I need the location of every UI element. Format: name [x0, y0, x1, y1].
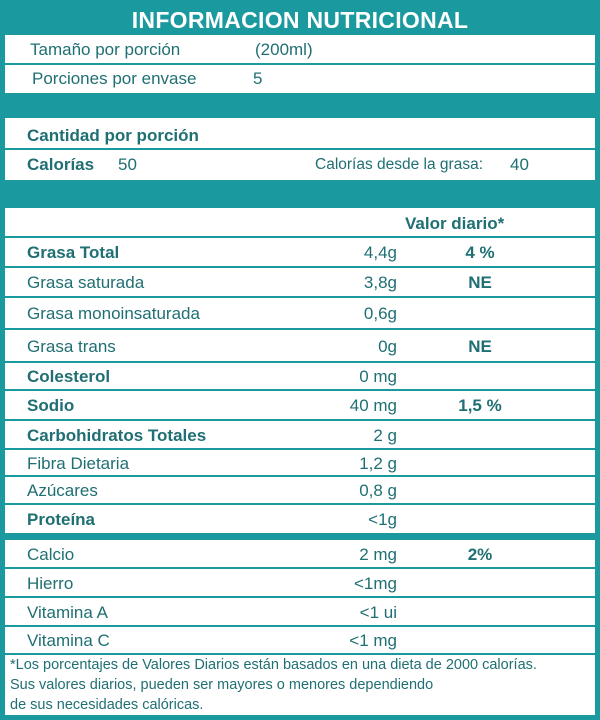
servings-per-container-label: Porciones por envase — [32, 69, 197, 88]
calories-label: Calorías — [27, 155, 95, 174]
nutrient-amount: 0,6g — [363, 304, 397, 323]
nutrient-row: Azúcares 0,8 g — [5, 477, 595, 505]
vitamin-name: Vitamina A — [27, 603, 108, 622]
nutrient-row: Grasa monoinsaturada 0,6g — [5, 298, 595, 330]
nutrient-amount: 40 mg — [349, 396, 397, 415]
nutrient-name: Sodio — [27, 396, 75, 415]
nutrient-name: Grasa trans — [27, 337, 116, 356]
nutrient-daily-value: NE — [468, 273, 492, 292]
vitamin-daily-value: 2% — [467, 545, 493, 564]
vitamin-row: Hierro <1mg — [5, 569, 595, 598]
vitamin-name: Calcio — [27, 545, 75, 564]
serving-size-label: Tamaño por porción — [30, 40, 181, 59]
calories-row: Calorías 50 Calorías desde la grasa: 40 — [5, 150, 595, 180]
nutrient-row: Carbohidratos Totales 2 g — [5, 421, 595, 450]
nutrient-row: Proteína <1g — [5, 505, 595, 535]
daily-value-header: Valor diario* — [405, 214, 505, 233]
calories-value: 50 — [118, 155, 137, 174]
nutrient-amount: 1,2 g — [359, 454, 397, 473]
footnote-line-3: de sus necesidades calóricas. — [10, 697, 204, 713]
vitamin-row: Vitamina A <1 ui — [5, 598, 595, 627]
footnote-line-1: *Los porcentajes de Valores Diarios está… — [10, 657, 537, 673]
nutrient-row: Colesterol 0 mg — [5, 363, 595, 391]
nutrient-name: Grasa saturada — [27, 273, 145, 292]
nutrient-amount: 2 g — [373, 426, 397, 445]
nutrient-name: Fibra Dietaria — [27, 454, 130, 473]
vitamin-name: Hierro — [27, 574, 74, 593]
vitamin-row: Calcio 2 mg 2% — [5, 540, 595, 569]
nutrient-name: Grasa monoinsaturada — [27, 304, 200, 323]
nutrient-row: Grasa trans 0g NE — [5, 330, 595, 363]
servings-per-container-row: Porciones por envase 5 — [5, 65, 595, 93]
nutrient-amount: 0,8 g — [359, 481, 397, 500]
nutrient-daily-value: 4 % — [465, 243, 495, 262]
nutrient-name: Grasa Total — [27, 243, 120, 262]
vitamin-amount: 2 mg — [359, 545, 397, 564]
nutrient-amount: <1g — [368, 510, 397, 529]
vitamin-row: Vitamina C <1 mg — [5, 627, 595, 655]
nutrient-name: Azúcares — [27, 481, 98, 500]
daily-value-header-row: Valor diario* — [5, 208, 595, 238]
serving-size-value: (200ml) — [255, 40, 313, 59]
nutrient-amount: 3,8g — [363, 273, 397, 292]
calories-from-fat-label: Calorías desde la grasa: — [315, 156, 484, 173]
vitamin-amount: <1 mg — [349, 631, 397, 650]
nutrient-name: Colesterol — [27, 367, 111, 386]
serving-size-row: Tamaño por porción (200ml) — [5, 35, 595, 65]
separator-band — [5, 180, 595, 208]
amount-per-serving-label: Cantidad por porción — [27, 126, 199, 145]
nutrient-amount: 0 mg — [359, 367, 397, 386]
nutrient-daily-value: 1,5 % — [458, 396, 502, 415]
nutrient-amount: 0g — [378, 337, 397, 356]
label-title: INFORMACION NUTRICIONAL — [5, 5, 595, 35]
nutrient-row: Fibra Dietaria 1,2 g — [5, 450, 595, 477]
nutrient-amount: 4,4g — [363, 243, 397, 262]
nutrient-name: Carbohidratos Totales — [27, 426, 207, 445]
nutrient-row: Grasa saturada 3,8g NE — [5, 268, 595, 298]
nutrient-row: Sodio 40 mg 1,5 % — [5, 391, 595, 421]
amount-per-serving-row: Cantidad por porción — [5, 118, 595, 150]
footnote-line-2: Sus valores diarios, pueden ser mayores … — [10, 677, 434, 693]
nutrient-row: Grasa Total 4,4g 4 % — [5, 238, 595, 268]
nutrient-daily-value: NE — [468, 337, 492, 356]
nutrient-name: Proteína — [27, 510, 96, 529]
vitamin-amount: <1 ui — [359, 603, 397, 622]
calories-from-fat-value: 40 — [510, 155, 529, 174]
separator-band — [5, 93, 595, 118]
vitamin-amount: <1mg — [354, 574, 397, 593]
separator-band-thin — [5, 535, 595, 540]
vitamin-name: Vitamina C — [27, 631, 110, 650]
servings-per-container-value: 5 — [253, 69, 263, 88]
